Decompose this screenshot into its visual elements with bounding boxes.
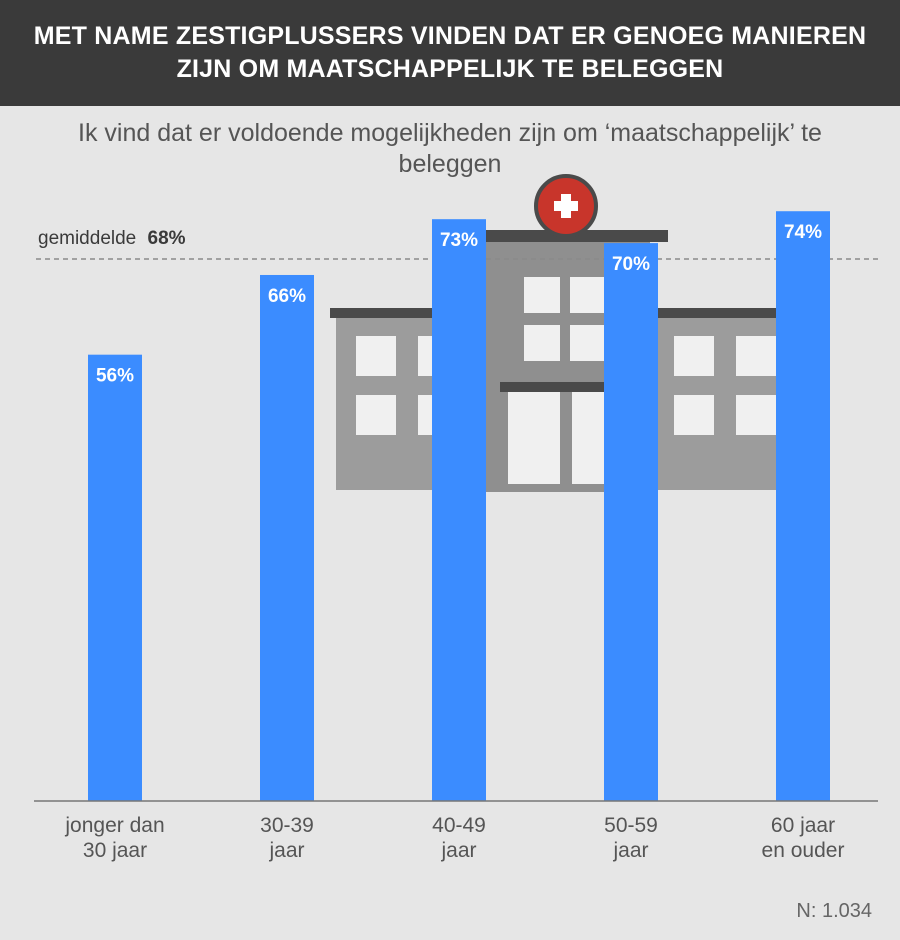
bar-3 xyxy=(432,219,486,801)
average-label-value: 68% xyxy=(148,228,186,249)
bar-5 xyxy=(776,211,830,802)
x-tick-label-2: 30-39 jaar xyxy=(260,814,314,862)
bar-1 xyxy=(88,354,142,801)
bars-group: 56% 66% 73% 70% 74% xyxy=(88,211,830,802)
header-banner: MET NAME ZESTIGPLUSSERS VINDEN DAT ER GE… xyxy=(0,0,900,106)
bar-value-label-2: 66% xyxy=(268,286,306,307)
bar-4 xyxy=(604,243,658,802)
x-tick-label-5: 60 jaar en ouder xyxy=(762,814,845,862)
average-label-prefix: gemiddelde xyxy=(38,228,136,249)
bar-value-label-4: 70% xyxy=(612,254,650,275)
bar-2 xyxy=(260,274,314,802)
x-tick-label-4: 50-59 jaar xyxy=(604,814,658,862)
medical-cross-icon xyxy=(534,174,598,238)
hospital-building-icon xyxy=(330,230,802,492)
x-tick-labels: jonger dan 30 jaar 30-39 jaar 40-49 jaar 50-59… xyxy=(64,814,844,862)
x-tick-label-3: 40-49 jaar xyxy=(432,814,486,862)
average-label: gemiddelde 68% xyxy=(38,228,186,249)
bar-value-label-3: 73% xyxy=(440,230,478,251)
chart-title: Ik vind dat er voldoende mogelijkheden z… xyxy=(78,119,822,178)
bar-value-label-1: 56% xyxy=(96,366,134,387)
page-title: MET NAME ZESTIGPLUSSERS VINDEN DAT ER GE… xyxy=(33,22,867,83)
bar-value-label-5: 74% xyxy=(784,222,822,243)
sample-size-note: N: 1.034 xyxy=(796,900,872,922)
x-tick-label-1: jonger dan 30 jaar xyxy=(64,814,164,862)
